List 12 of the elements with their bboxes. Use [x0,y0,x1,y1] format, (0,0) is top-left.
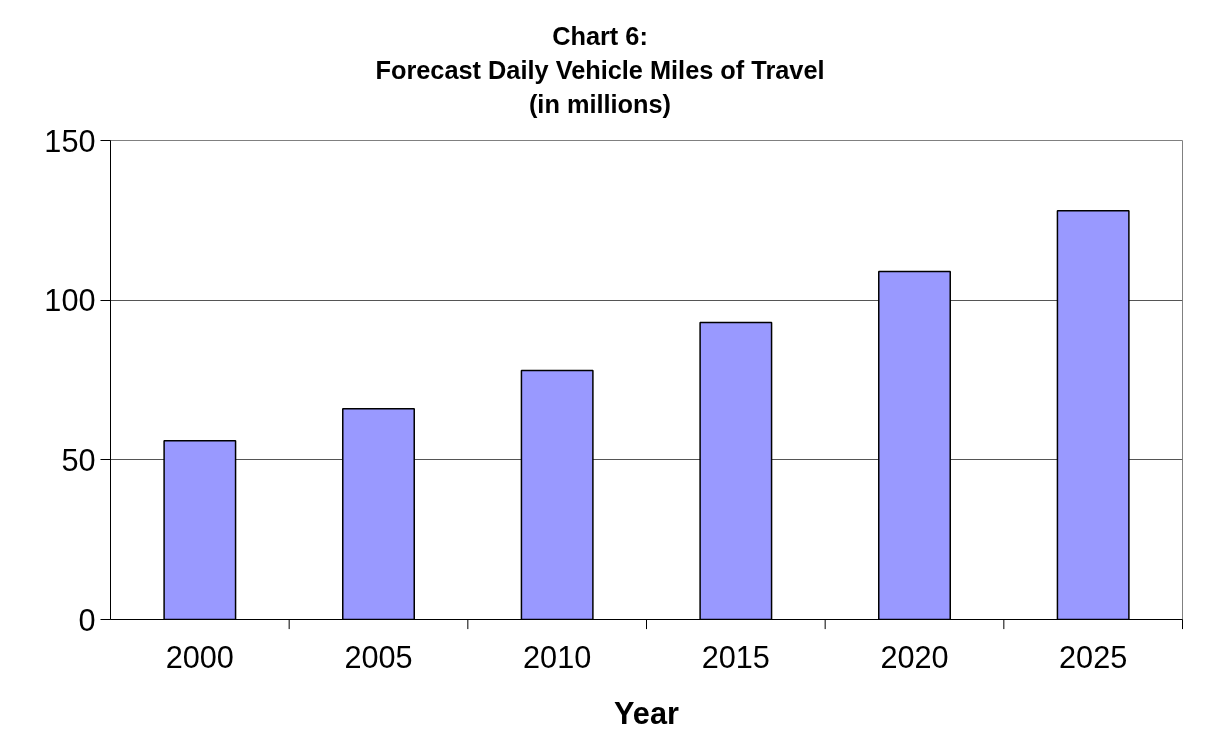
x-tick-label: 2020 [880,639,949,674]
y-tick-label: 100 [44,283,96,318]
x-tick-label: 2005 [344,639,413,674]
x-tick-label: 2010 [523,639,592,674]
x-axis-title: Year [614,695,679,730]
y-tick-label: 0 [78,602,96,637]
y-tick-label: 50 [61,442,96,477]
x-tick-label: 2025 [1059,639,1128,674]
y-tick-label: 150 [44,123,96,158]
chart-title: Chart 6: Forecast Daily Vehicle Miles of Travel (in millions) [375,21,825,121]
x-tick-label: 2015 [701,639,770,674]
x-tick-label: 2000 [165,639,234,674]
